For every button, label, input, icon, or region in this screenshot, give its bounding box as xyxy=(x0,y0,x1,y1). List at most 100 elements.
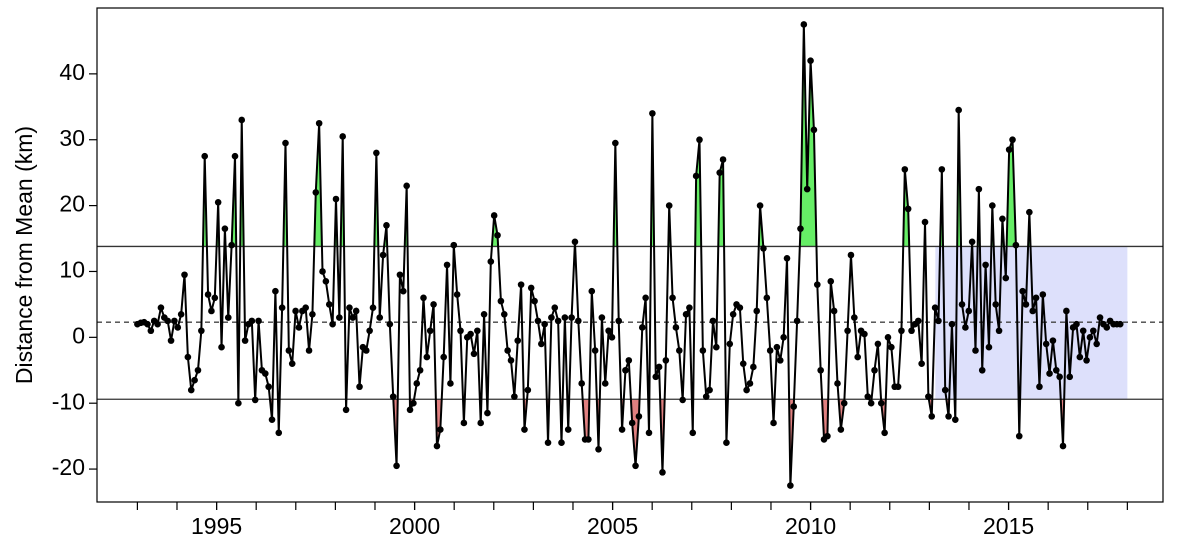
data-point xyxy=(1012,241,1020,249)
data-point xyxy=(1056,373,1063,381)
data-point xyxy=(760,245,767,252)
data-point xyxy=(827,278,835,285)
data-point xyxy=(595,446,602,453)
data-point xyxy=(1096,314,1104,321)
y-tick-label: -10 xyxy=(52,388,85,414)
data-point xyxy=(840,399,848,407)
data-point xyxy=(144,320,151,328)
data-point xyxy=(955,106,962,114)
data-point xyxy=(1063,307,1070,315)
data-point xyxy=(682,310,690,318)
data-point xyxy=(551,304,559,311)
data-point xyxy=(447,380,454,387)
data-point xyxy=(389,393,397,400)
data-point xyxy=(612,139,619,147)
data-point xyxy=(184,353,192,361)
data-point xyxy=(995,327,1003,335)
data-point xyxy=(443,261,451,269)
data-point xyxy=(228,241,235,249)
data-point xyxy=(1042,340,1050,348)
data-point xyxy=(635,413,643,420)
x-tick-label: 1995 xyxy=(191,513,242,539)
data-point xyxy=(750,363,757,371)
data-point xyxy=(218,343,225,351)
data-point xyxy=(1036,383,1043,391)
data-point xyxy=(736,304,744,311)
data-point xyxy=(474,327,481,335)
data-point xyxy=(450,241,458,249)
data-point xyxy=(521,426,528,433)
data-point xyxy=(204,291,212,298)
data-point xyxy=(544,439,552,447)
data-point xyxy=(484,409,491,417)
data-point xyxy=(659,469,666,476)
data-point xyxy=(615,317,623,325)
data-point xyxy=(783,254,791,262)
data-point xyxy=(1039,291,1047,298)
data-point xyxy=(568,314,575,321)
data-point xyxy=(154,320,161,328)
data-point xyxy=(430,301,437,308)
data-point xyxy=(723,439,730,447)
data-point xyxy=(837,426,845,433)
data-point xyxy=(689,429,697,437)
data-point xyxy=(1049,337,1057,344)
y-axis-label: Distance from Mean (km) xyxy=(11,126,37,384)
data-point xyxy=(329,320,336,328)
data-point xyxy=(763,294,771,302)
data-point xyxy=(585,436,592,443)
data-point xyxy=(605,327,612,335)
data-point xyxy=(861,330,868,338)
data-point xyxy=(541,320,548,328)
data-point xyxy=(921,218,929,226)
data-point xyxy=(261,370,269,377)
data-point xyxy=(342,406,350,414)
data-point xyxy=(480,310,488,318)
data-point xyxy=(753,307,761,315)
data-point xyxy=(285,347,293,354)
data-point xyxy=(881,429,888,437)
data-point xyxy=(952,416,959,423)
data-point xyxy=(830,307,838,315)
data-point xyxy=(487,258,495,265)
data-point xyxy=(588,287,596,295)
y-tick-label: 0 xyxy=(72,322,85,348)
data-point xyxy=(534,317,542,325)
data-point xyxy=(416,366,424,374)
data-point xyxy=(147,327,155,335)
data-point xyxy=(171,317,178,325)
data-point xyxy=(608,334,616,341)
data-point xyxy=(1052,366,1060,374)
data-point xyxy=(302,304,309,311)
data-point xyxy=(1005,146,1013,153)
data-point xyxy=(511,393,518,400)
data-point xyxy=(575,317,582,325)
data-point xyxy=(1116,320,1124,328)
data-point xyxy=(686,304,693,311)
plot-frame xyxy=(96,7,1164,503)
data-point xyxy=(221,225,229,232)
data-point xyxy=(1002,274,1010,282)
data-point xyxy=(497,297,505,305)
data-point xyxy=(914,317,922,325)
data-point xyxy=(1079,327,1087,335)
data-point xyxy=(972,347,979,354)
data-point xyxy=(1026,208,1033,216)
data-point xyxy=(305,347,313,354)
data-point xyxy=(817,366,824,374)
data-point xyxy=(787,482,794,489)
data-point xyxy=(194,366,202,374)
data-point xyxy=(460,419,468,427)
data-point xyxy=(322,278,330,285)
data-point xyxy=(554,317,562,325)
data-point xyxy=(504,347,511,354)
data-point xyxy=(393,462,400,470)
data-point xyxy=(561,314,569,321)
data-point xyxy=(790,403,798,410)
data-point xyxy=(867,399,875,407)
data-point xyxy=(814,281,821,288)
data-point xyxy=(420,294,427,302)
data-point xyxy=(945,413,952,420)
y-tick-label: 20 xyxy=(59,191,85,217)
data-point xyxy=(985,343,993,351)
